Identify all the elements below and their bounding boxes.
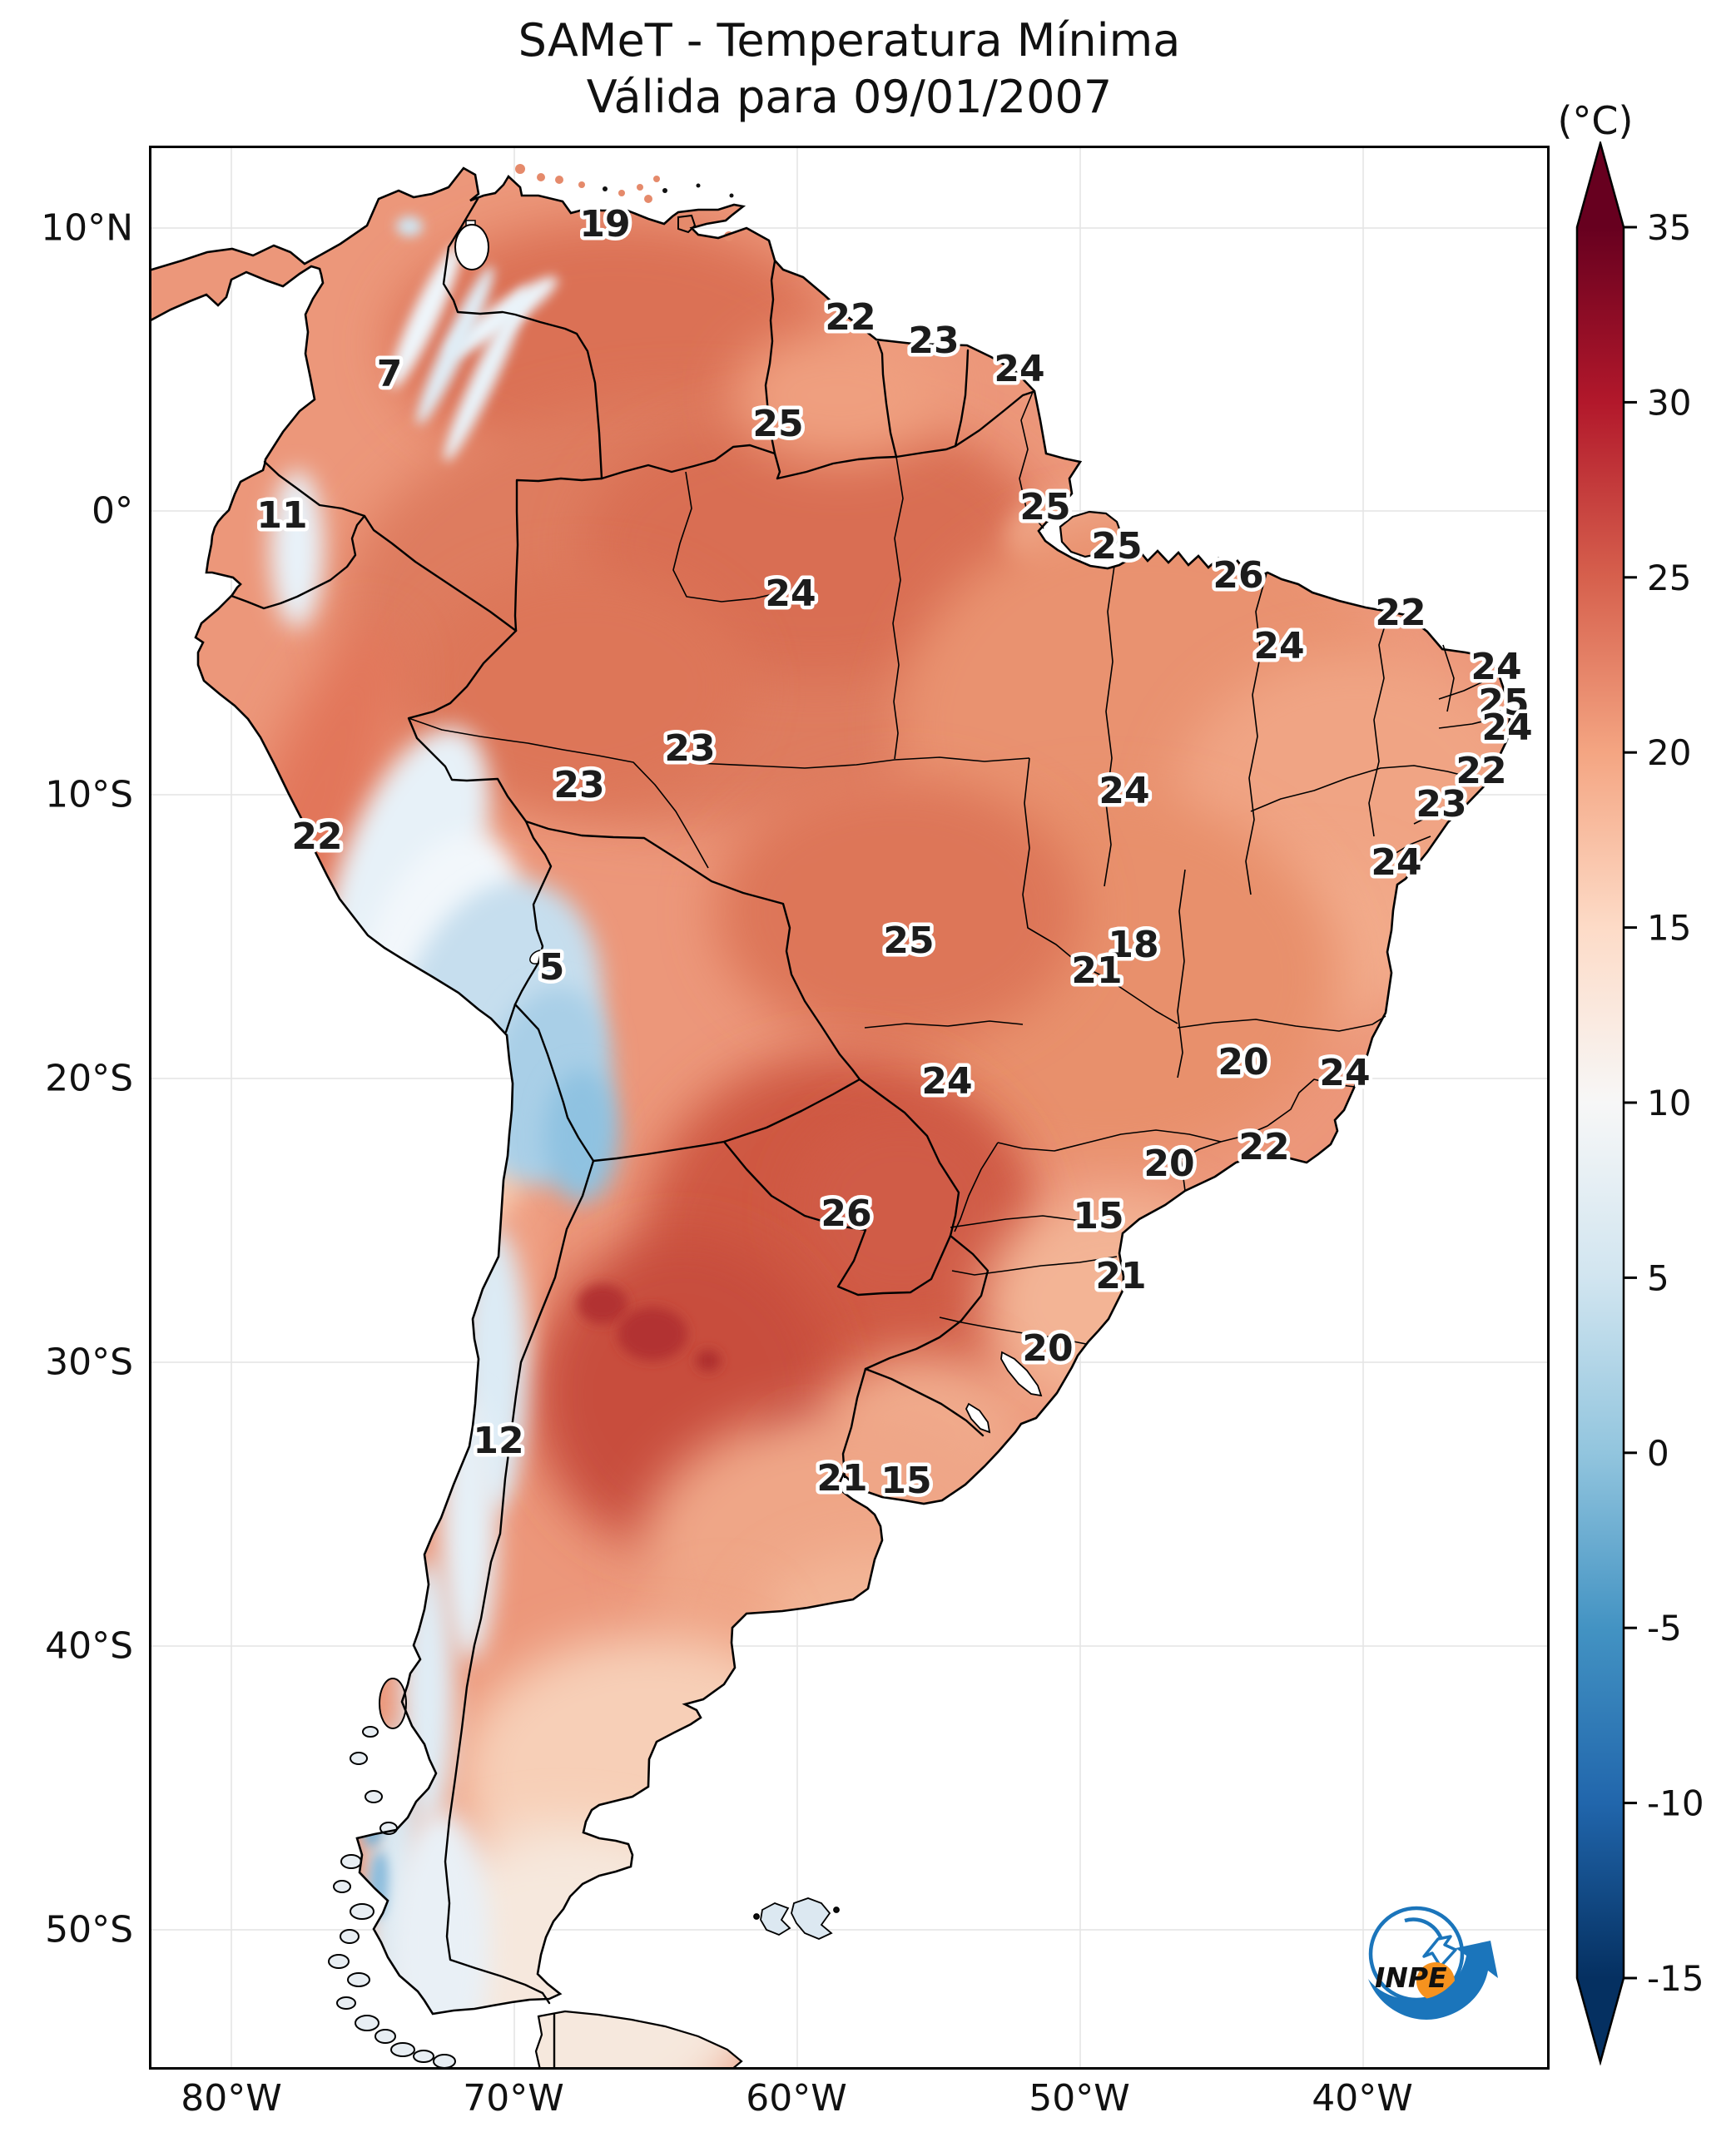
logo-text: INPE (1375, 1961, 1447, 1994)
temperature-value-label: 26 (821, 1193, 871, 1235)
logo-swoosh-arrow-icon (1368, 1941, 1498, 2020)
colorbar: 35 30 25 20 15 10 5 0 -5 -10 -15 (1575, 141, 1704, 2065)
temperature-value-label: 22 (291, 816, 342, 858)
logo-down-arrow-icon (1422, 1935, 1457, 1968)
colorbar-tick-label: 20 (1647, 732, 1691, 773)
chilean-fjord-islets (328, 1726, 456, 2069)
small-island-dots (603, 183, 734, 198)
lon-tick-label: 40°W (1312, 2077, 1413, 2120)
islands (328, 164, 1123, 2070)
colorbar-tick-label: 30 (1647, 382, 1691, 423)
colorbar-tick-label: 10 (1647, 1083, 1691, 1123)
colorbar-gradient-bar (1575, 141, 1625, 2065)
temperature-value-label: 22 (1456, 750, 1506, 792)
temperature-value-label: 23 (553, 764, 604, 806)
temperature-value-label: 24 (921, 1060, 972, 1103)
temperature-value-label: 24 (1481, 707, 1532, 749)
temperature-value-label: 23 (1416, 783, 1466, 826)
lat-tick-label: 40°S (45, 1624, 133, 1668)
lon-tick-label: 50°W (1029, 2077, 1130, 2120)
temperature-value-label: 12 (473, 1420, 523, 1462)
temperature-value-label: 21 (1095, 1255, 1146, 1297)
lat-tick-label: 20°S (45, 1057, 133, 1100)
temperature-value-label: 23 (664, 727, 715, 770)
page-title: SAMeT - Temperatura Mínima (518, 14, 1181, 67)
colorbar-tick-label: 5 (1647, 1257, 1669, 1298)
temperature-value-label: 24 (1471, 646, 1521, 688)
temperature-value-label: 21 (816, 1457, 867, 1500)
map-frame (149, 146, 1550, 2070)
temperature-value-label: 24 (1253, 625, 1304, 667)
temperature-value-label: 25 (1019, 486, 1070, 528)
temperature-value-label: 22 (1375, 592, 1426, 634)
lat-tick-label: 30°S (45, 1341, 133, 1384)
temperature-value-label: 15 (880, 1460, 931, 1502)
lon-tick-label: 70°W (463, 2077, 564, 2120)
caribbean-islands (515, 164, 734, 241)
temperature-value-label: 21 (1071, 950, 1122, 992)
lat-tick-label: 0° (92, 489, 133, 533)
temperature-value-label: 23 (908, 320, 959, 362)
temperature-value-label: 24 (765, 573, 816, 615)
page-subtitle: Válida para 09/01/2007 (586, 71, 1113, 123)
temperature-value-label: 20 (1218, 1041, 1268, 1083)
state-borders (408, 391, 1506, 1345)
temperature-value-label: 24 (994, 348, 1044, 390)
temperature-value-label: 20 (1143, 1143, 1194, 1185)
colorbar-tick-label: -15 (1647, 1958, 1704, 1999)
logo-orbit-circle (1368, 1906, 1465, 2002)
temperature-value-label: 25 (1091, 525, 1142, 568)
lat-tick-label: 50°S (45, 1908, 133, 1951)
temperature-value-label: 24 (1099, 770, 1149, 812)
colorbar-unit-label: (°C) (1557, 98, 1634, 143)
colorbar-tick-label: 35 (1647, 207, 1691, 248)
temperature-value-label: 22 (825, 296, 875, 339)
colorbar-tick-label: 25 (1647, 558, 1691, 598)
lat-tick-label: 10°S (45, 773, 133, 816)
temperature-field (149, 168, 1510, 2070)
lat-tick-label: 10°N (41, 206, 133, 250)
lon-tick-label: 80°W (181, 2077, 282, 2120)
temperature-value-label: 25 (1478, 682, 1529, 724)
inpe-logo: INPE (1368, 1906, 1498, 2020)
colorbar-tick-label: 15 (1647, 908, 1691, 949)
temperature-value-label: 24 (1319, 1052, 1370, 1094)
colorbar-tick-label: -10 (1647, 1783, 1704, 1824)
chiloe-island (379, 1678, 407, 1729)
lakes-lagoons (454, 220, 1043, 1434)
colorbar-tick-label: -5 (1647, 1608, 1682, 1649)
temperature-value-label: 26 (1213, 554, 1263, 597)
colorbar-tick-label: 0 (1647, 1433, 1669, 1474)
lon-tick-label: 60°W (746, 2077, 847, 2120)
temperature-value-label: 7 (377, 353, 403, 395)
country-borders (230, 197, 1034, 2070)
temperature-value-label: 22 (1238, 1126, 1289, 1168)
colorbar-ticks: 35 30 25 20 15 10 5 0 -5 -10 -15 (1624, 207, 1704, 1999)
temperature-value-label: 24 (1371, 841, 1421, 884)
temperature-value-label: 20 (1022, 1327, 1073, 1370)
temperature-value-label: 5 (539, 946, 565, 989)
temperature-value-label: 25 (752, 403, 803, 445)
temperature-value-label: 18 (1108, 924, 1158, 966)
temperature-value-label: 19 (579, 203, 630, 245)
temperature-value-label: 25 (883, 920, 934, 962)
temperature-value-label: 15 (1073, 1195, 1123, 1237)
temperature-value-label: 11 (256, 494, 307, 537)
falkland-islands (753, 1897, 840, 1940)
